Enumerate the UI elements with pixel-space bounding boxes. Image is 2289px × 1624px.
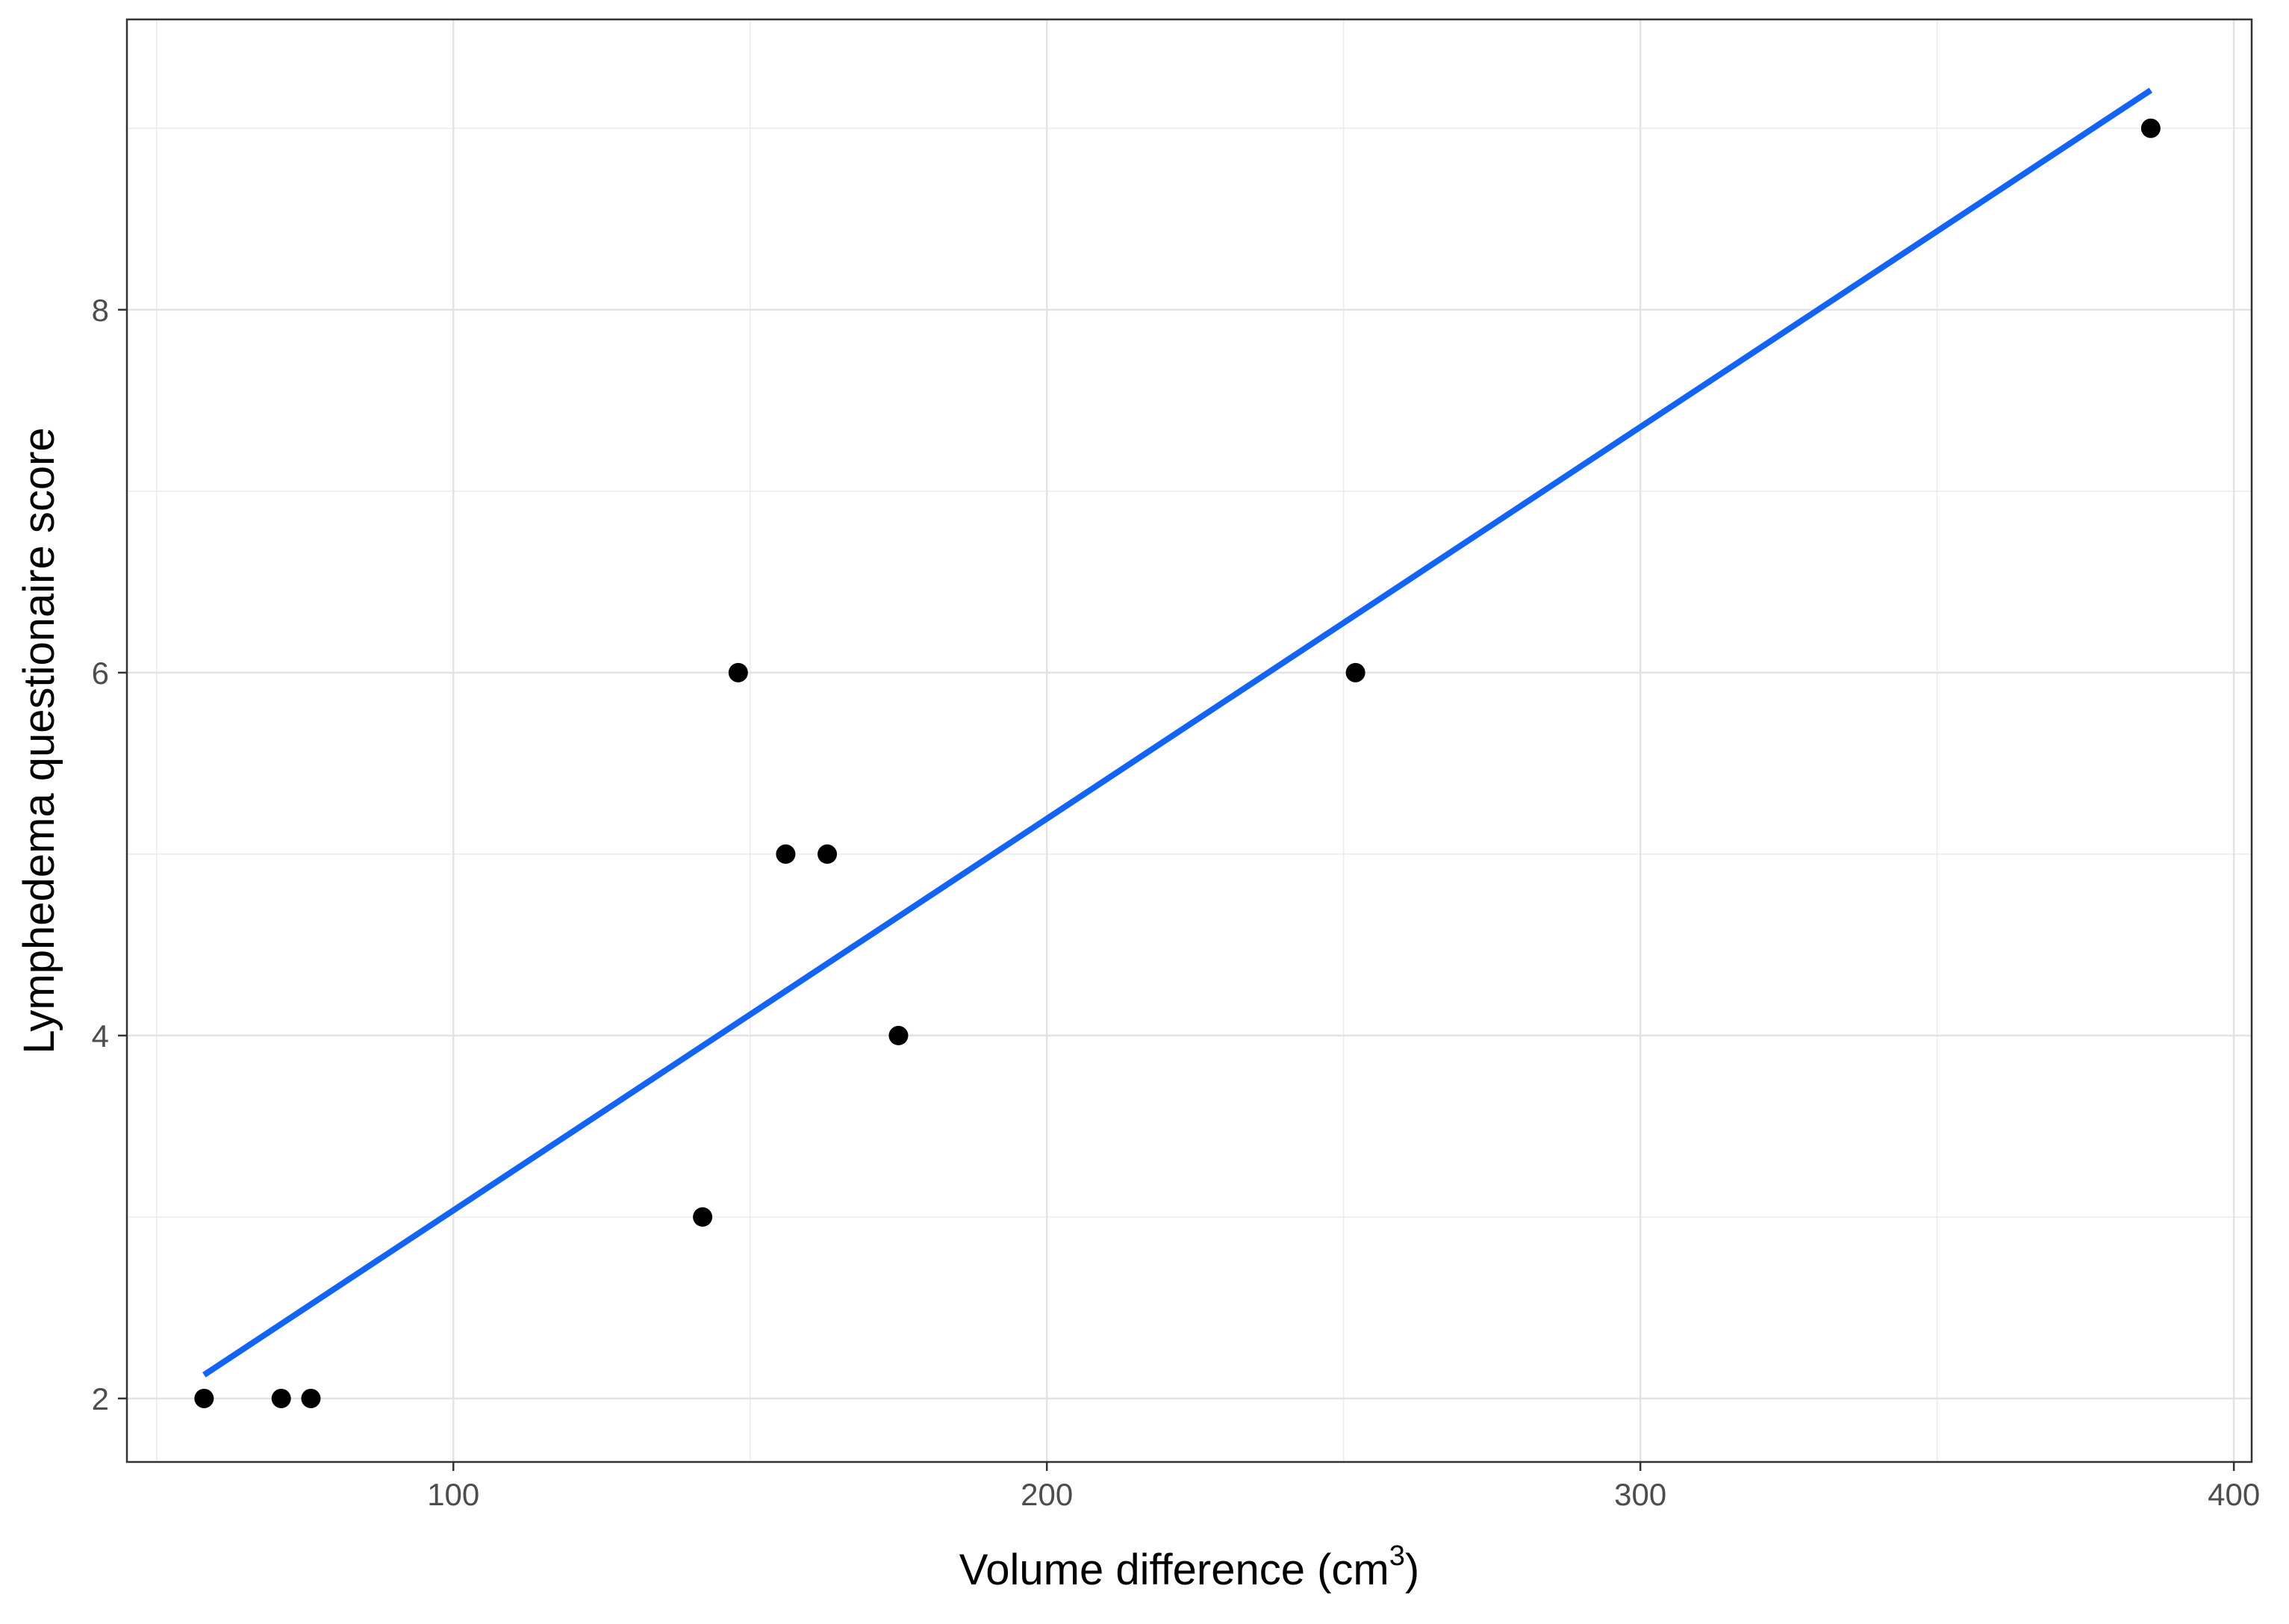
- data-point: [888, 1025, 909, 1045]
- data-point: [693, 1207, 713, 1227]
- data-point: [271, 1388, 291, 1408]
- y-axis: 2 4 6 8: [92, 293, 127, 1416]
- data-point: [728, 662, 748, 682]
- data-point: [2140, 118, 2161, 138]
- x-axis: 100 200 300 400: [427, 1462, 2260, 1512]
- data-point: [1345, 662, 1365, 682]
- x-axis-title: Volume difference (cm3): [959, 1540, 1419, 1594]
- points-layer: [194, 118, 2161, 1408]
- x-tick-label: 400: [2208, 1477, 2260, 1512]
- minor-grid: [127, 19, 2252, 1462]
- y-axis-title: Lymphedema questionaire score: [15, 427, 63, 1054]
- x-tick-label: 100: [427, 1477, 479, 1512]
- y-tick-label: 4: [92, 1018, 109, 1054]
- data-point: [194, 1388, 214, 1408]
- panel-border: [125, 18, 2253, 1463]
- data-point: [776, 844, 796, 864]
- fit-line-layer: [202, 87, 2153, 1378]
- y-tick-label: 8: [92, 293, 109, 328]
- data-point: [818, 844, 838, 864]
- regression-line: [202, 87, 2153, 1378]
- data-point: [301, 1388, 321, 1408]
- y-tick-label: 2: [92, 1381, 109, 1416]
- major-grid: [127, 19, 2252, 1462]
- x-tick-label: 200: [1021, 1477, 1073, 1512]
- x-tick-label: 300: [1614, 1477, 1666, 1512]
- y-tick-label: 6: [92, 656, 109, 691]
